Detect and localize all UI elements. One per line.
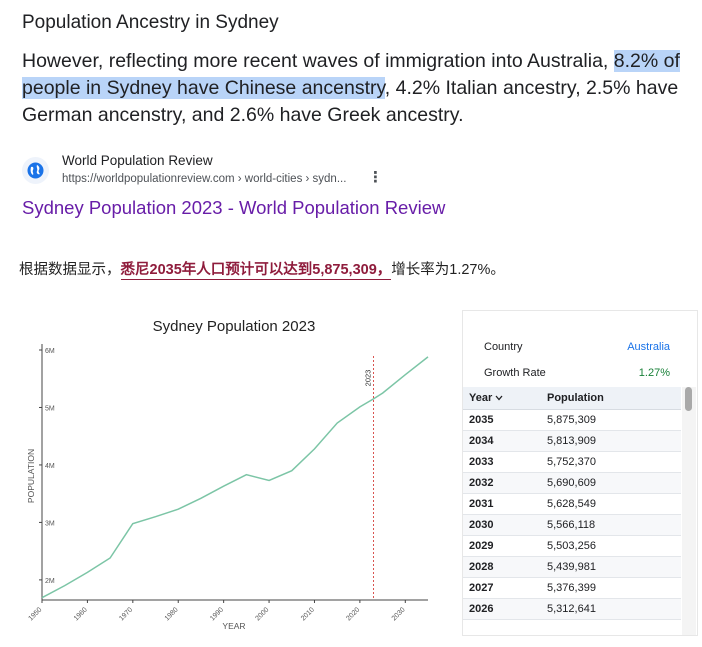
population-column-header[interactable]: Population [547,387,681,410]
year-header-label: Year [469,392,493,404]
table-row: 2029 5,503,256 [463,535,681,557]
y-tick-label: 6M [45,348,55,355]
population-cell: 5,503,256 [547,535,681,557]
y-tick-label: 5M [45,405,55,412]
population-cell: 5,752,370 [547,451,681,473]
table-row: 2031 5,628,549 [463,493,681,515]
year-marker-label: 2023 [364,370,373,387]
year-cell: 2031 [463,493,547,515]
globe-icon[interactable] [22,157,49,184]
x-tick-label: 2000 [255,606,271,622]
table-row: 2030 5,566,118 [463,514,681,536]
population-table: Year Population 2035 5,875,309 2034 5,813,9… [463,387,681,620]
chinese-caption: 根据数据显示，悉尼2035年人口预计可以达到5,875,309，增长率为1.27… [19,258,505,280]
snippet-text: However, reflecting more recent waves of… [22,48,682,129]
chevron-down-icon[interactable] [495,395,503,401]
year-cell: 2028 [463,556,547,578]
population-cell: 5,312,641 [547,598,681,620]
x-tick-label: 1980 [164,606,180,622]
caption-start: 根据数据显示， [19,262,121,278]
table-header-row: Year Population [463,387,681,410]
x-tick-label: 2020 [345,606,361,622]
year-cell: 2034 [463,430,547,452]
population-cell: 5,566,118 [547,514,681,536]
population-cell: 5,875,309 [547,409,681,431]
snippet-text-start: However, reflecting more recent waves of… [22,50,614,72]
site-url[interactable]: https://worldpopulationreview.com › worl… [62,173,347,185]
scrollbar-thumb[interactable] [685,387,692,411]
country-label: Country [484,341,523,353]
table-row: 2033 5,752,370 [463,451,681,473]
caption-emphasis: 悉尼2035年人口预计可以达到5,875,309， [120,262,392,280]
population-line-chart: Sydney Population 2023 2M 3M 4M 5M 6M 1950 19… [26,318,429,631]
y-tick-label: 4M [45,463,55,470]
table-row: 2032 5,690,609 [463,472,681,494]
year-cell: 2033 [463,451,547,473]
x-tick-label: 2030 [391,606,407,622]
table-row: 2034 5,813,909 [463,430,681,452]
population-data-panel: Country Australia Growth Rate 1.27% Year… [462,310,698,636]
population-cell: 5,628,549 [547,493,681,515]
y-tick-label: 3M [45,520,55,527]
table-row: 2026 5,312,641 [463,598,681,620]
y-axis-label: POPULATION [26,449,36,503]
chart-title: Sydney Population 2023 [153,318,316,335]
x-tick-label: 1970 [118,606,134,622]
chart-axes [41,344,428,601]
year-cell: 2027 [463,577,547,599]
year-cell: 2032 [463,472,547,494]
x-axis-ticks: 1950 1960 1970 1980 1990 2000 2010 2020 2030 [27,600,407,622]
growth-rate-label: Growth Rate [484,367,546,379]
population-cell: 5,813,909 [547,430,681,452]
country-value-link[interactable]: Australia [627,341,670,353]
year-marker: 2023 [364,356,375,600]
table-body: 2035 5,875,309 2034 5,813,909 2033 5,752,370 2… [463,409,681,620]
snippet-text-end: , 4.2% Italian ancestry, 2.5% have Germa… [22,77,679,126]
year-column-header[interactable]: Year [463,387,547,410]
x-tick-label: 2010 [300,606,316,622]
result-title-link[interactable]: Sydney Population 2023 - World Populatio… [22,197,446,218]
population-cell: 5,376,399 [547,577,681,599]
year-cell: 2029 [463,535,547,557]
site-name[interactable]: World Population Review [62,153,213,168]
table-scrollbar[interactable] [682,387,696,635]
x-axis-label: YEAR [222,621,245,631]
year-cell: 2035 [463,409,547,431]
country-row: Country Australia [484,341,670,353]
y-tick-label: 2M [45,578,55,585]
population-cell: 5,439,981 [547,556,681,578]
x-tick-label: 1950 [27,606,43,622]
table-row: 2035 5,875,309 [463,409,681,431]
x-tick-label: 1960 [73,606,89,622]
snippet-heading: Population Ancestry in Sydney [22,12,279,33]
growth-rate-row: Growth Rate 1.27% [484,367,670,379]
table-row: 2027 5,376,399 [463,577,681,599]
growth-rate-value: 1.27% [638,367,670,379]
population-series-line [41,356,429,599]
caption-end: 增长率为1.27%。 [391,262,505,278]
year-cell: 2030 [463,514,547,536]
population-cell: 5,690,609 [547,472,681,494]
more-vert-icon[interactable]: ⋮ [368,169,383,186]
table-row: 2028 5,439,981 [463,556,681,578]
y-axis-ticks: 2M 3M 4M 5M 6M [39,348,55,585]
year-cell: 2026 [463,598,547,620]
